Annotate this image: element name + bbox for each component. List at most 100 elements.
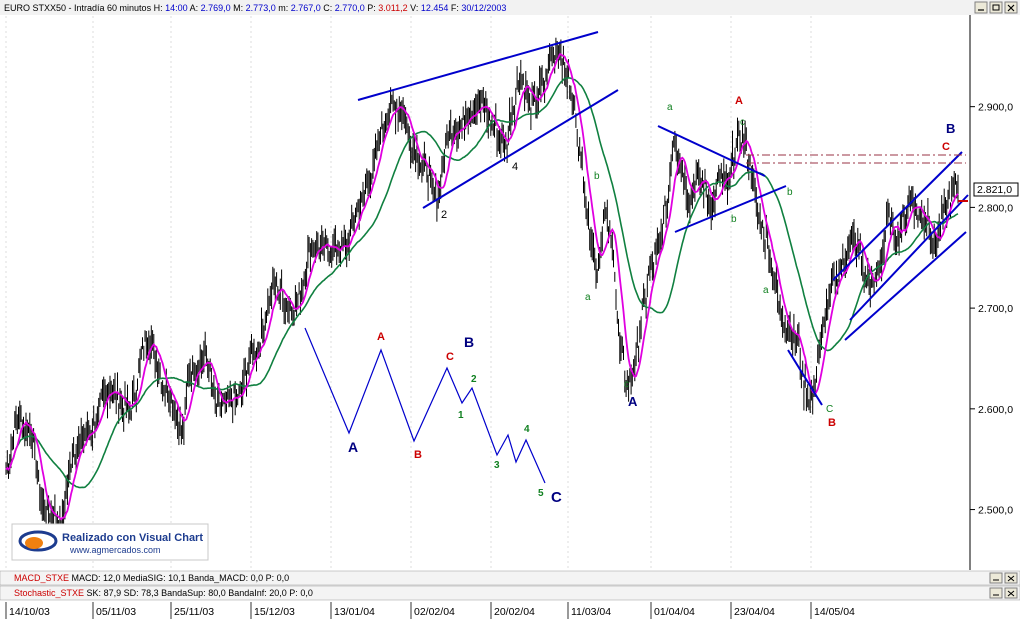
header-item-value: 14:00: [165, 3, 190, 13]
y-tick-label: 2.900,0: [978, 102, 1013, 114]
wave-label: c: [624, 379, 629, 390]
indicator-name: Stochastic_STXE: [14, 588, 87, 598]
indicator-item-value: 0,0: [300, 588, 313, 598]
close-icon: [1007, 4, 1015, 12]
plot-area: [5, 37, 959, 543]
indicator-item-value: 87,9: [104, 588, 124, 598]
trendline: [657, 125, 766, 177]
x-tick-label: 23/04/04: [734, 606, 775, 618]
x-tick-label: 25/11/03: [174, 606, 214, 618]
wave-label: b: [787, 187, 793, 198]
x-tick-label: 14/05/04: [814, 606, 855, 618]
y-tick-label: 2.800,0: [978, 202, 1013, 214]
y-tick-label: 2.700,0: [978, 303, 1013, 315]
x-tick-label: 13/01/04: [334, 606, 375, 618]
indicator-item-value: 12,0: [103, 573, 123, 583]
x-tick-label: 20/02/04: [494, 606, 535, 618]
trendline: [357, 31, 599, 101]
header-item-value: 30/12/2003: [461, 3, 506, 13]
header-item-value: 3.011,2: [378, 3, 410, 13]
indicator-item-label: SD:: [124, 588, 142, 598]
trendline: [844, 231, 967, 341]
header-item-value: 2.770,0: [335, 3, 368, 13]
indicator-item-value: 0,0: [277, 573, 290, 583]
macd-minimize-button[interactable]: [989, 572, 1003, 584]
chart-header: EURO STXX50 - Intradía 60 minutos H: 14:…: [4, 3, 506, 13]
indicator-item-label: BandaInf:: [228, 588, 269, 598]
wave-label: B: [946, 121, 955, 136]
stoch-close-icon: [1007, 590, 1015, 597]
wave-label: C: [826, 404, 833, 415]
indicator-name: MACD_STXE: [14, 573, 72, 583]
wave-label: A: [628, 394, 638, 409]
header-item-label: V:: [410, 3, 421, 13]
wave-label: B: [828, 417, 836, 429]
wave-label: c: [740, 117, 745, 128]
indicator-item-label: MACD:: [72, 573, 104, 583]
indicator-item-label: BandaSup:: [161, 588, 208, 598]
wave-label: a: [585, 292, 591, 303]
schematic-wave-label: 4: [524, 424, 530, 435]
schematic-wave-label: 3: [494, 460, 500, 471]
x-tick-label: 14/10/03: [9, 606, 50, 618]
wave-label: 2: [441, 209, 447, 221]
stoch-minimize-button[interactable]: [989, 587, 1003, 599]
schematic-wave-label: 1: [458, 410, 464, 421]
schematic-wave-label: B: [414, 449, 422, 461]
y-axis: 2.900,0 2.800,0 2.700,0 2.600,0 2.500,0: [970, 102, 1013, 517]
visual-chart-logo: Realizado con Visual Chart www.agmercado…: [11, 523, 209, 561]
header-item-label: M:: [233, 3, 246, 13]
header-item-label: m:: [278, 3, 291, 13]
wave-label: a: [763, 285, 769, 296]
indicator-item-label: SK:: [87, 588, 104, 598]
header-symbol: EURO STXX50 - Intradía 60 minutos: [4, 3, 154, 13]
schematic-wave-label: A: [348, 439, 358, 455]
x-tick-label: 15/12/03: [254, 606, 295, 618]
header-item-label: C:: [323, 3, 335, 13]
x-tick-label: 01/04/04: [654, 606, 695, 618]
x-tick-label: 02/02/04: [414, 606, 455, 618]
wave-label: a: [667, 102, 673, 113]
current-price-label: 2.821,0: [977, 184, 1012, 196]
schematic-wave-label: B: [464, 334, 474, 350]
y-tick-label: 2.500,0: [978, 505, 1013, 517]
indicator-item-label: Banda_MACD:: [188, 573, 251, 583]
wave-label: b: [594, 171, 600, 182]
header-item-label: F:: [451, 3, 462, 13]
x-tick-label: 11/03/04: [571, 606, 611, 618]
header-item-value: 2.767,0: [291, 3, 324, 13]
trendline: [674, 185, 787, 233]
schematic-wave-label: C: [446, 351, 454, 363]
indicator-item-value: 20,0: [269, 588, 289, 598]
header-item-label: P:: [367, 3, 378, 13]
indicator-item-label: P:: [266, 573, 277, 583]
wave-label: A: [735, 95, 743, 107]
slow-moving-average: [5, 76, 959, 489]
trendline: [832, 151, 963, 281]
indicator-item-value: 10,1: [168, 573, 188, 583]
indicator-item-label: MediaSIG:: [123, 573, 168, 583]
fast-moving-average: [5, 53, 959, 521]
header-item-label: A:: [190, 3, 201, 13]
wave-label: 4: [512, 161, 518, 173]
maximize-icon: [992, 4, 1000, 11]
maximize-button[interactable]: [989, 1, 1003, 14]
header-item-value: 2.773,0: [246, 3, 279, 13]
wave-label: C: [942, 141, 950, 153]
schematic-wave-label: A: [377, 331, 385, 343]
header-item-value: 12.454: [421, 3, 451, 13]
minimize-button[interactable]: [974, 1, 988, 14]
x-axis: 14/10/03 05/11/03 25/11/03 15/12/03 13/01/04…: [5, 602, 855, 619]
stochastic-indicator-header: Stochastic_STXE SK: 87,9 SD: 78,3 BandaS…: [14, 588, 313, 598]
indicator-item-value: 78,3: [141, 588, 161, 598]
schematic-wave-label: C: [551, 489, 562, 506]
price-tag: 2.821,0: [958, 182, 1019, 202]
header-item-value: 2.769,0: [201, 3, 234, 13]
macd-indicator-header: MACD_STXE MACD: 12,0 MediaSIG: 10,1 Band…: [14, 573, 289, 583]
wave-label: b: [731, 214, 737, 225]
trendline: [849, 194, 969, 321]
indicator-item-value: 0,0: [251, 573, 266, 583]
